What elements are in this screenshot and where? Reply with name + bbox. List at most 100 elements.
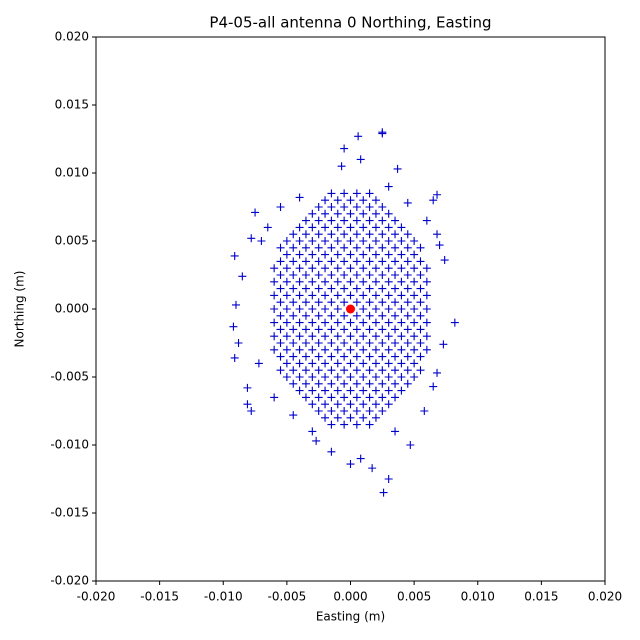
point xyxy=(403,257,412,266)
point xyxy=(270,393,279,402)
point xyxy=(276,325,285,334)
point xyxy=(346,250,355,259)
point xyxy=(391,298,400,307)
point xyxy=(420,407,429,415)
point xyxy=(378,216,387,225)
point xyxy=(301,352,310,361)
point xyxy=(289,298,298,307)
point xyxy=(346,373,355,381)
point xyxy=(314,407,323,415)
point xyxy=(403,379,412,388)
point xyxy=(333,223,342,232)
point xyxy=(321,400,330,409)
plot-area xyxy=(229,128,459,497)
point xyxy=(359,413,368,422)
point xyxy=(308,264,317,273)
point xyxy=(378,339,387,347)
point xyxy=(359,400,368,409)
point xyxy=(321,318,330,327)
point xyxy=(410,264,419,273)
point xyxy=(276,311,285,320)
y-tick-label: -0.020 xyxy=(50,574,89,588)
point xyxy=(440,256,449,265)
point xyxy=(276,366,285,375)
point xyxy=(340,257,349,266)
point xyxy=(365,298,374,307)
point xyxy=(340,216,349,225)
point xyxy=(276,339,285,347)
point xyxy=(356,155,365,164)
point xyxy=(397,291,406,300)
point xyxy=(333,318,342,327)
point xyxy=(333,291,342,300)
point xyxy=(410,359,419,368)
point xyxy=(327,352,336,361)
point xyxy=(327,257,336,266)
point xyxy=(321,291,330,300)
point xyxy=(333,209,342,218)
point xyxy=(301,216,310,225)
x-tick-label: -0.015 xyxy=(140,590,179,604)
point xyxy=(230,353,239,362)
point xyxy=(276,298,285,307)
point xyxy=(368,464,377,473)
point xyxy=(371,209,380,218)
point xyxy=(384,475,393,483)
point xyxy=(371,196,380,205)
point xyxy=(378,257,387,266)
x-tick-label: -0.020 xyxy=(77,590,116,604)
point xyxy=(230,251,239,260)
point xyxy=(391,427,400,436)
point xyxy=(340,230,349,239)
x-tick-label: 0.020 xyxy=(588,590,622,604)
point xyxy=(391,339,400,347)
point xyxy=(433,230,442,239)
point xyxy=(359,318,368,327)
point xyxy=(270,264,279,273)
point xyxy=(327,243,336,252)
point xyxy=(352,298,361,307)
point xyxy=(365,189,374,198)
point xyxy=(327,189,336,198)
point xyxy=(403,352,412,361)
x-axis-label: Easting (m) xyxy=(316,610,385,624)
point xyxy=(321,305,330,313)
point xyxy=(365,203,374,211)
point xyxy=(410,237,419,245)
point xyxy=(391,325,400,334)
point xyxy=(391,311,400,320)
x-tick-label: 0.005 xyxy=(397,590,431,604)
point xyxy=(321,223,330,232)
point xyxy=(340,298,349,307)
point xyxy=(301,366,310,375)
point xyxy=(231,300,240,309)
point xyxy=(371,237,380,245)
point xyxy=(295,345,304,354)
point xyxy=(247,407,256,415)
point xyxy=(371,373,380,381)
point xyxy=(352,284,361,293)
point xyxy=(397,305,406,313)
point xyxy=(270,345,279,354)
y-tick-label: 0.010 xyxy=(55,166,89,180)
point xyxy=(410,373,419,381)
point xyxy=(371,345,380,354)
point xyxy=(333,264,342,273)
point xyxy=(327,298,336,307)
point xyxy=(378,393,387,402)
point xyxy=(321,237,330,245)
point xyxy=(352,393,361,402)
point xyxy=(422,345,431,354)
point xyxy=(359,237,368,245)
point xyxy=(243,400,252,409)
point xyxy=(340,393,349,402)
point xyxy=(314,216,323,225)
point xyxy=(346,332,355,341)
point xyxy=(365,230,374,239)
point xyxy=(397,237,406,245)
point xyxy=(379,488,388,497)
point xyxy=(276,271,285,279)
point xyxy=(340,379,349,388)
point xyxy=(289,339,298,347)
point xyxy=(410,250,419,259)
